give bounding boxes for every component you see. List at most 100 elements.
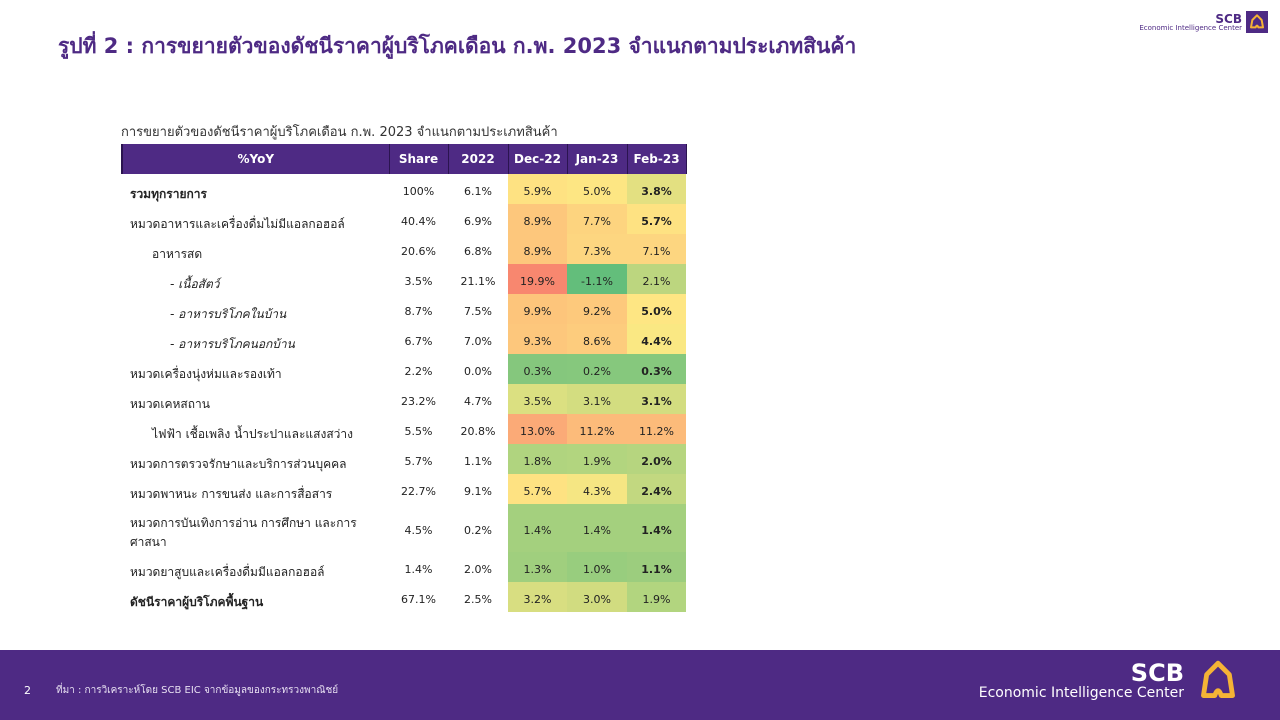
table-row: ไฟฟ้า เชื้อเพลิง น้ำประปาและแสงสว่าง 5.5%… bbox=[122, 414, 686, 444]
table-cell: 5.0% bbox=[567, 174, 627, 204]
table-cell: 6.9% bbox=[464, 214, 492, 228]
table-cell: 1.4% bbox=[567, 504, 627, 552]
table-row: หมวดการตรวจรักษาและบริการส่วนบุคคล 5.7% 1.… bbox=[122, 444, 686, 474]
table-cell: 0.2% bbox=[567, 354, 627, 384]
table-row: - อาหารบริโภคนอกบ้าน 6.7% 7.0% 9.3% 8.6% 4.4% bbox=[122, 324, 686, 354]
scb-emblem-icon bbox=[1246, 11, 1268, 33]
table-cell: 13.0% bbox=[508, 414, 567, 444]
table-cell: 4.5% bbox=[404, 523, 433, 537]
table-cell: 9.9% bbox=[508, 294, 567, 324]
table-cell: 100% bbox=[402, 184, 435, 198]
table-row: หมวดพาหนะ การขนส่ง และการสื่อสาร 22.7% 9.1… bbox=[122, 474, 686, 504]
table-cell: 1.1% bbox=[464, 454, 492, 468]
table-cell: 1.1% bbox=[627, 552, 686, 582]
table-cell: 4.4% bbox=[627, 324, 686, 354]
table-cell: 1.4% bbox=[627, 504, 686, 552]
table-row: รวมทุกรายการ 100% 6.1% 5.9% 5.0% 3.8% bbox=[122, 174, 686, 204]
table-cell: 9.1% bbox=[464, 484, 492, 498]
table-row: ดัชนีราคาผู้บริโภคพื้นฐาน 67.1% 2.5% 3.2% 3.… bbox=[122, 582, 686, 612]
table-cell: 5.5% bbox=[404, 424, 433, 438]
row-label: หมวดอาหารและเครื่องดื่มไม่มีแอลกอฮอล์ bbox=[130, 216, 345, 231]
slide-title: รูปที่ 2 : การขยายตัวของดัชนีราคาผู้บริโ… bbox=[58, 34, 857, 58]
table-cell: 0.3% bbox=[627, 354, 686, 384]
table-cell: 1.8% bbox=[508, 444, 567, 474]
table-cell: 23.2% bbox=[401, 394, 436, 408]
column-header: Feb-23 bbox=[627, 144, 687, 174]
table-cell: 2.2% bbox=[404, 364, 433, 378]
column-header: %YoY bbox=[121, 144, 390, 174]
table-cell: 0.2% bbox=[464, 523, 492, 537]
table-cell: 6.1% bbox=[464, 184, 492, 198]
table-cell: 20.8% bbox=[460, 424, 496, 438]
table-cell: 3.5% bbox=[404, 274, 433, 288]
column-header: 2022 bbox=[448, 144, 509, 174]
table-cell: 3.5% bbox=[508, 384, 567, 414]
table-cell: 7.0% bbox=[464, 334, 492, 348]
row-label: หมวดการตรวจรักษาและบริการส่วนบุคคล bbox=[130, 456, 347, 471]
table-header: %YoY Share 2022 Dec-22 Jan-23 Feb-23 bbox=[121, 144, 687, 174]
table-cell: 2.1% bbox=[627, 264, 686, 294]
table-cell: 8.7% bbox=[404, 304, 433, 318]
table-cell: 5.7% bbox=[508, 474, 567, 504]
table-cell: 2.0% bbox=[464, 562, 492, 576]
row-label: - อาหารบริโภคในบ้าน bbox=[170, 306, 287, 321]
table-cell: 3.2% bbox=[508, 582, 567, 612]
scb-emblem-icon bbox=[1201, 660, 1235, 698]
table-cell: 8.9% bbox=[508, 234, 567, 264]
column-header: Jan-23 bbox=[567, 144, 628, 174]
table-cell: 4.7% bbox=[464, 394, 492, 408]
scb-eic-logo-footer: SCB Economic Intelligence Center bbox=[979, 660, 1238, 702]
table-cell: 11.2% bbox=[567, 414, 627, 444]
row-label: หมวดการบันเทิงการอ่าน การศึกษา และการศาส… bbox=[130, 516, 357, 549]
logo-subtitle: Economic Intelligence Center bbox=[1139, 23, 1242, 32]
row-label: ไฟฟ้า เชื้อเพลิง น้ำประปาและแสงสว่าง bbox=[152, 426, 353, 441]
row-label: หมวดเคหสถาน bbox=[130, 396, 210, 411]
footer-logo-brand: SCB bbox=[1130, 659, 1184, 688]
table-cell: 20.6% bbox=[401, 244, 436, 258]
page-number: 2 bbox=[24, 684, 31, 697]
table-cell: 19.9% bbox=[508, 264, 567, 294]
table-cell: 1.4% bbox=[404, 562, 433, 576]
table-cell: 5.9% bbox=[508, 174, 567, 204]
table-row: หมวดการบันเทิงการอ่าน การศึกษา และการศาส… bbox=[122, 504, 686, 552]
row-label: หมวดเครื่องนุ่งห่มและรองเท้า bbox=[130, 366, 282, 381]
table-cell: -1.1% bbox=[567, 264, 627, 294]
table-cell: 8.6% bbox=[567, 324, 627, 354]
table-cell: 1.3% bbox=[508, 552, 567, 582]
table-cell: 40.4% bbox=[401, 214, 436, 228]
row-label: อาหารสด bbox=[152, 246, 203, 261]
table-cell: 6.8% bbox=[464, 244, 492, 258]
table-cell: 3.1% bbox=[627, 384, 686, 414]
table-cell: 1.4% bbox=[508, 504, 567, 552]
table-cell: 9.2% bbox=[567, 294, 627, 324]
row-label: - อาหารบริโภคนอกบ้าน bbox=[170, 336, 295, 351]
table-cell: 8.9% bbox=[508, 204, 567, 234]
table-cell: 21.1% bbox=[460, 274, 496, 288]
table-cell: 11.2% bbox=[627, 414, 686, 444]
table-cell: 7.7% bbox=[567, 204, 627, 234]
table-cell: 7.1% bbox=[627, 234, 686, 264]
cpi-table: %YoY Share 2022 Dec-22 Jan-23 Feb-23 รวมทุกรา… bbox=[121, 144, 687, 612]
table-cell: 5.7% bbox=[627, 204, 686, 234]
footer: 2 ที่มา : การวิเคราะห์โดย SCB EIC จากข้อ… bbox=[0, 650, 1280, 720]
scb-eic-logo-top: SCB Economic Intelligence Center bbox=[1139, 11, 1268, 33]
table-row: หมวดอาหารและเครื่องดื่มไม่มีแอลกอฮอล์ 40.… bbox=[122, 204, 686, 234]
table-cell: 1.9% bbox=[627, 582, 686, 612]
table-row: - เนื้อสัตว์ 3.5% 21.1% 19.9% -1.1% 2.1% bbox=[122, 264, 686, 294]
table-row: อาหารสด 20.6% 6.8% 8.9% 7.3% 7.1% bbox=[122, 234, 686, 264]
row-label: หมวดยาสูบและเครื่องดื่มมีแอลกอฮอล์ bbox=[130, 564, 325, 579]
table-row: หมวดยาสูบและเครื่องดื่มมีแอลกอฮอล์ 1.4% 2.… bbox=[122, 552, 686, 582]
table-cell: 2.4% bbox=[627, 474, 686, 504]
table-cell: 3.1% bbox=[567, 384, 627, 414]
source-note: ที่มา : การวิเคราะห์โดย SCB EIC จากข้อมู… bbox=[56, 685, 339, 696]
row-label: หมวดพาหนะ การขนส่ง และการสื่อสาร bbox=[130, 486, 333, 501]
table-row: หมวดเครื่องนุ่งห่มและรองเท้า 2.2% 0.0% 0.3%… bbox=[122, 354, 686, 384]
table-cell: 4.3% bbox=[567, 474, 627, 504]
table-cell: 6.7% bbox=[404, 334, 433, 348]
table-row: หมวดเคหสถาน 23.2% 4.7% 3.5% 3.1% 3.1% bbox=[122, 384, 686, 414]
table-cell: 67.1% bbox=[401, 592, 436, 606]
column-header: Share bbox=[389, 144, 449, 174]
table-cell: 3.0% bbox=[567, 582, 627, 612]
table-caption: การขยายตัวของดัชนีราคาผู้บริโภคเดือน ก.พ… bbox=[121, 125, 558, 140]
logo-brand: SCB bbox=[1215, 11, 1242, 26]
